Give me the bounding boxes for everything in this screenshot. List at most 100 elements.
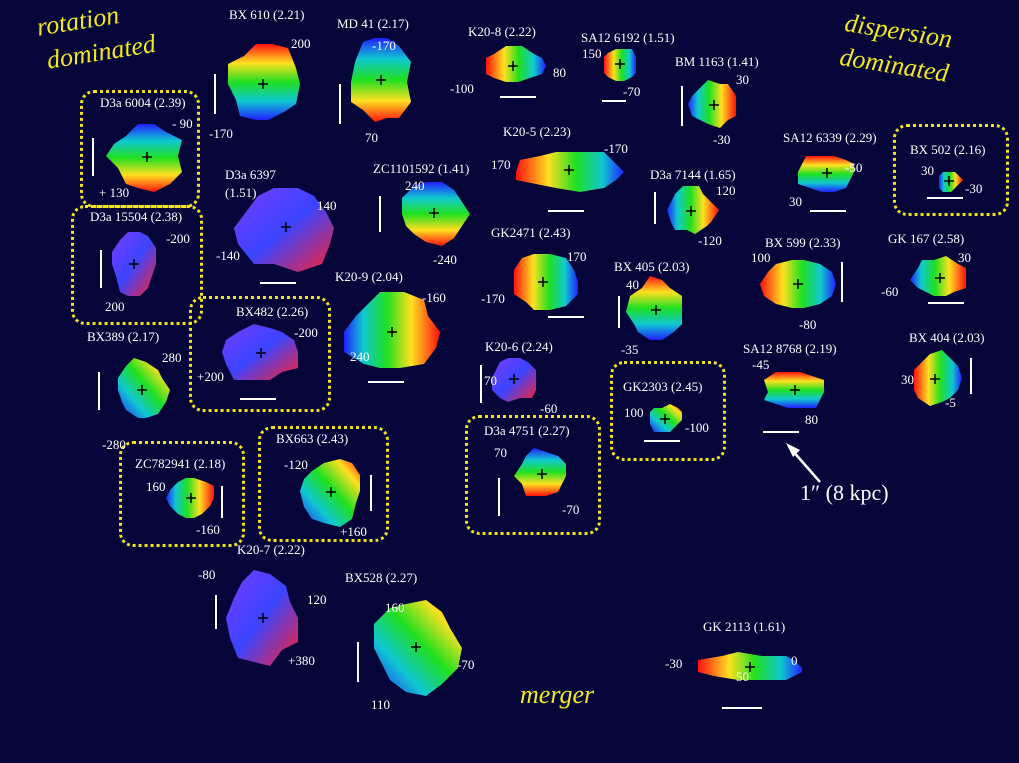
velocity-value-gk2471-0: 170 [567, 249, 587, 264]
galaxy-label-k20-5: K20-5 (2.23) [503, 124, 571, 139]
velocity-value-gk2113-2: 0 [791, 653, 798, 668]
velocity-value-zc782941-0: 160 [146, 479, 166, 494]
galaxy-label-bx404: BX 404 (2.03) [909, 330, 985, 345]
velocity-value-bm1163-0: 30 [736, 72, 749, 87]
scale-bar-d3a4751 [498, 478, 500, 516]
dispersion-box-gk2303 [610, 361, 726, 461]
velocity-map-sa12-8768 [764, 372, 824, 408]
galaxy-label-d3a15504: D3a 15504 (2.38) [90, 209, 183, 224]
velocity-value-k20-9-0: -160 [422, 290, 446, 305]
velocity-value-bx610-1: -170 [209, 126, 233, 141]
velocity-map-k20-9 [344, 292, 440, 368]
scale-bar-bx404 [970, 358, 972, 394]
galaxy-label-bx502: BX 502 (2.16) [910, 142, 986, 157]
galaxy-label-bm1163: BM 1163 (1.41) [675, 54, 759, 69]
scale-bar-bx405 [618, 296, 620, 328]
velocity-map-bx599 [760, 260, 836, 308]
scale-bar-k20-8 [500, 96, 536, 98]
velocity-value-bx404-1: -5 [945, 395, 956, 410]
scale-bar-zc1101592 [379, 196, 381, 232]
velocity-value-bx405-0: 40 [626, 277, 639, 292]
galaxy-label-sa12-6339: SA12 6339 (2.29) [783, 130, 877, 145]
scale-bar-k20-5 [548, 210, 584, 212]
scale-bar-bx482 [240, 398, 276, 400]
velocity-map-k20-6 [492, 358, 536, 402]
scale-bar-gk2471 [548, 316, 584, 318]
scale-bar-bx502 [927, 197, 963, 199]
galaxy-label-gk167: GK 167 (2.58) [888, 231, 965, 246]
velocity-map-d3a15504 [112, 232, 156, 296]
velocity-value-bx528-0: 160 [385, 600, 405, 615]
galaxy-label-bx389: BX389 (2.17) [87, 329, 160, 344]
scale-bar-bx528 [357, 642, 359, 682]
dispersion-box-bx502 [893, 124, 1009, 216]
velocity-map-bm1163 [688, 80, 736, 128]
velocity-value-sa12-8768-1: 80 [805, 412, 818, 427]
velocity-value-zc1101592-1: -240 [433, 252, 457, 267]
velocity-value-bx528-2: 110 [371, 697, 391, 712]
velocity-value-bx389-1: -280 [102, 437, 126, 452]
galaxy-label-sa12-8768: SA12 8768 (2.19) [743, 341, 837, 356]
velocity-value-bx389-0: 280 [162, 350, 182, 365]
galaxy-label-md41: MD 41 (2.17) [337, 16, 409, 31]
velocity-value-bx599-0: 100 [751, 250, 771, 265]
velocity-value-gk167-0: 30 [958, 250, 971, 265]
velocity-map-zc782941 [166, 478, 214, 518]
velocity-map-bx502 [939, 172, 963, 192]
velocity-map-d3a7144 [667, 186, 719, 234]
velocity-value-d3a6004-0: - 90 [172, 116, 193, 131]
velocity-map-k20-8 [486, 46, 546, 82]
velocity-map-bx404 [914, 350, 962, 406]
velocity-value-d3a6397-0: 140 [317, 198, 337, 213]
velocity-value-bx599-1: -80 [799, 317, 817, 332]
scale-bar-bx610 [214, 74, 216, 114]
velocity-value-bx502-0: 30 [921, 163, 934, 178]
velocity-value-d3a15504-0: -200 [166, 231, 190, 246]
rotation-box-d3a15504 [71, 205, 203, 325]
velocity-value-md41-0: -170 [372, 38, 396, 53]
velocity-value-k20-7-0: -80 [198, 567, 216, 582]
velocity-value-bx610-0: 200 [291, 36, 311, 51]
velocity-map-bx405 [626, 276, 682, 340]
velocity-value-d3a7144-1: -120 [698, 233, 722, 248]
velocity-map-md41 [351, 38, 411, 122]
velocity-value-bx404-0: 30 [901, 372, 914, 387]
velocity-value-k20-6-1: -60 [540, 401, 558, 416]
velocity-map-d3a6004 [106, 124, 182, 192]
velocity-value-sa12-6339-1: 30 [789, 194, 802, 209]
scale-bar-gk2113 [722, 707, 762, 709]
galaxy-label-zc782941: ZC782941 (2.18) [135, 456, 226, 471]
velocity-map-sa12-6339 [798, 156, 854, 192]
velocity-value-k20-7-2: +380 [288, 653, 315, 668]
velocity-value-bx482-1: +200 [197, 369, 224, 384]
velocity-value-gk2471-1: -170 [481, 291, 505, 306]
scale-label: 1″ (8 kpc) [800, 480, 889, 505]
galaxy-label-gk2471: GK2471 (2.43) [491, 225, 571, 240]
scale-bar-bx389 [98, 372, 100, 410]
rotation-box-zc782941 [119, 441, 245, 547]
galaxy-label-gk2303: GK2303 (2.45) [623, 379, 703, 394]
velocity-map-bx610 [228, 44, 300, 120]
galaxy-label-bx663: BX663 (2.43) [276, 431, 349, 446]
velocity-map-gk2303 [650, 404, 682, 432]
scale-bar-gk167 [928, 302, 964, 304]
rotation-box-bx482 [189, 296, 331, 412]
velocity-map-bx389 [118, 358, 170, 418]
galaxy-label-gk2113: GK 2113 (1.61) [703, 619, 786, 634]
velocity-map-zc1101592 [402, 182, 470, 246]
velocity-value-d3a7144-0: 120 [716, 183, 736, 198]
galaxy-label-k20-6: K20-6 (2.24) [485, 339, 553, 354]
velocity-map-bx482 [222, 324, 298, 380]
scale-bar-zc782941 [221, 486, 223, 518]
velocity-map-d3a6397 [234, 188, 334, 272]
velocity-map-d3a4751 [514, 448, 566, 496]
velocity-value-bx502-1: -30 [965, 181, 983, 196]
scale-bar-d3a15504 [100, 250, 102, 288]
velocity-value-k20-7-1: 120 [307, 592, 327, 607]
scale-bar-gk2303 [644, 440, 680, 442]
scale-bar-k20-7 [215, 595, 217, 629]
scale-bar-k20-6 [480, 365, 482, 403]
velocity-value-bx528-1: -70 [457, 657, 475, 672]
velocity-value-k20-6-0: 70 [484, 373, 497, 388]
